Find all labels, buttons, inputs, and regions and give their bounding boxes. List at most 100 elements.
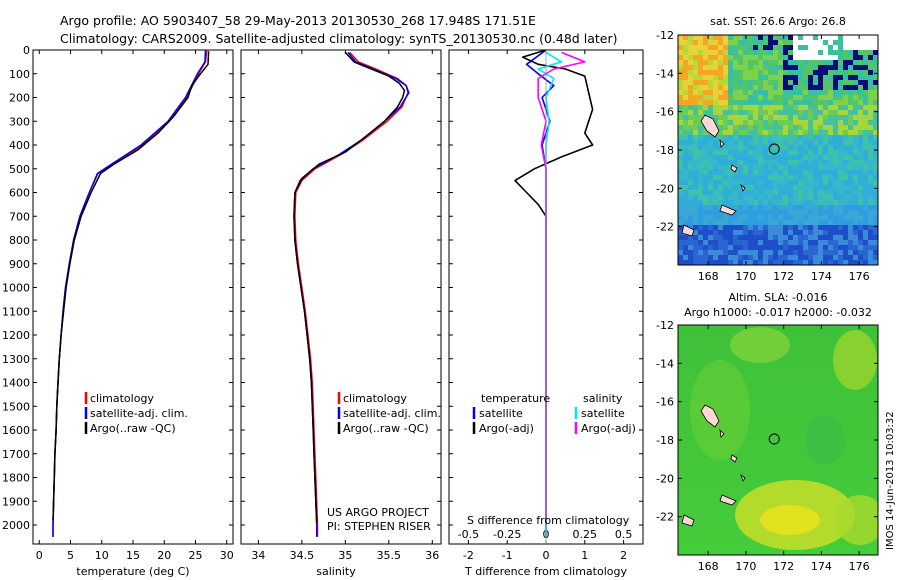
sst-cell [743, 100, 748, 105]
sst-cell [678, 75, 683, 80]
sla-map [678, 325, 878, 555]
sst-cell [838, 60, 843, 65]
sst-cell [818, 245, 823, 250]
sst-cell [698, 180, 703, 185]
sst-cell [698, 65, 703, 70]
sst-cell [848, 215, 853, 220]
sst-cell [768, 125, 773, 130]
sst-cell [713, 100, 718, 105]
sst-cell [698, 240, 703, 245]
sst-cell [798, 250, 803, 255]
sst-cell [773, 50, 778, 55]
sst-cell [748, 245, 753, 250]
sst-cell [843, 255, 848, 260]
sst-cell [693, 225, 698, 230]
sst-cell [683, 70, 688, 75]
sst-cell [873, 190, 878, 195]
sst-cell [678, 260, 683, 265]
sst-cell [723, 85, 728, 90]
sst-cell [848, 40, 853, 45]
sst-cell [748, 200, 753, 205]
sst-cell [708, 255, 713, 260]
sst-cell [823, 255, 828, 260]
sst-cell [773, 205, 778, 210]
sst-cell [708, 160, 713, 165]
sst-cell [748, 40, 753, 45]
sst-cell [728, 90, 733, 95]
sst-cell [848, 225, 853, 230]
sst-cell [738, 185, 743, 190]
sst-cell [778, 70, 783, 75]
sst-cell [713, 50, 718, 55]
sst-cell [778, 160, 783, 165]
sst-cell [693, 95, 698, 100]
sst-cell [728, 140, 733, 145]
sst-cell [703, 95, 708, 100]
sst-cell [848, 90, 853, 95]
sst-cell [868, 115, 873, 120]
sst-cell [738, 45, 743, 50]
sst-cell [818, 135, 823, 140]
sst-cell [813, 70, 818, 75]
sst-cell [713, 115, 718, 120]
map-x-tick-label: 170 [735, 560, 756, 573]
sst-cell [743, 150, 748, 155]
sst-cell [713, 155, 718, 160]
sst-cell [823, 260, 828, 265]
sst-cell [698, 145, 703, 150]
sst-cell [703, 145, 708, 150]
sst-cell [798, 140, 803, 145]
sst-cell [783, 240, 788, 245]
sst-cell [873, 260, 878, 265]
sst-cell [758, 105, 763, 110]
sst-cell [768, 245, 773, 250]
sst-cell [758, 80, 763, 85]
sst-cell [828, 125, 833, 130]
sst-cell [778, 150, 783, 155]
sst-cell [843, 170, 848, 175]
series-line-satellite-adj-clim- [293, 51, 410, 537]
sst-cell [848, 210, 853, 215]
sst-cell [703, 230, 708, 235]
sst-cell [753, 150, 758, 155]
sst-cell [833, 80, 838, 85]
sst-cell [833, 165, 838, 170]
sst-cell [808, 45, 813, 50]
sst-cell [808, 140, 813, 145]
sst-cell [688, 105, 693, 110]
sst-cell [758, 230, 763, 235]
sst-cell [788, 210, 793, 215]
sst-cell [803, 210, 808, 215]
sst-cell [688, 90, 693, 95]
sst-cell [678, 135, 683, 140]
sst-cell [748, 95, 753, 100]
sst-cell [858, 90, 863, 95]
sst-cell [768, 230, 773, 235]
sst-cell [718, 185, 723, 190]
sst-cell [823, 195, 828, 200]
map-y-tick-label: -22 [656, 511, 674, 524]
sst-cell [873, 40, 878, 45]
sst-cell [698, 165, 703, 170]
sst-cell [713, 255, 718, 260]
sst-cell [763, 80, 768, 85]
sst-cell [773, 35, 778, 40]
sst-cell [723, 220, 728, 225]
sst-cell [723, 95, 728, 100]
sst-cell [758, 225, 763, 230]
sst-cell [803, 35, 808, 40]
sst-cell [853, 100, 858, 105]
sst-cell [678, 60, 683, 65]
sst-cell [683, 60, 688, 65]
sst-cell [823, 185, 828, 190]
sst-cell [858, 110, 863, 115]
sst-cell [753, 240, 758, 245]
x-tick-label: 15 [126, 549, 140, 562]
sst-cell [838, 215, 843, 220]
sst-cell [783, 40, 788, 45]
sst-cell [693, 40, 698, 45]
sst-cell [788, 100, 793, 105]
sst-cell [813, 110, 818, 115]
sst-cell [748, 100, 753, 105]
sst-cell [718, 200, 723, 205]
